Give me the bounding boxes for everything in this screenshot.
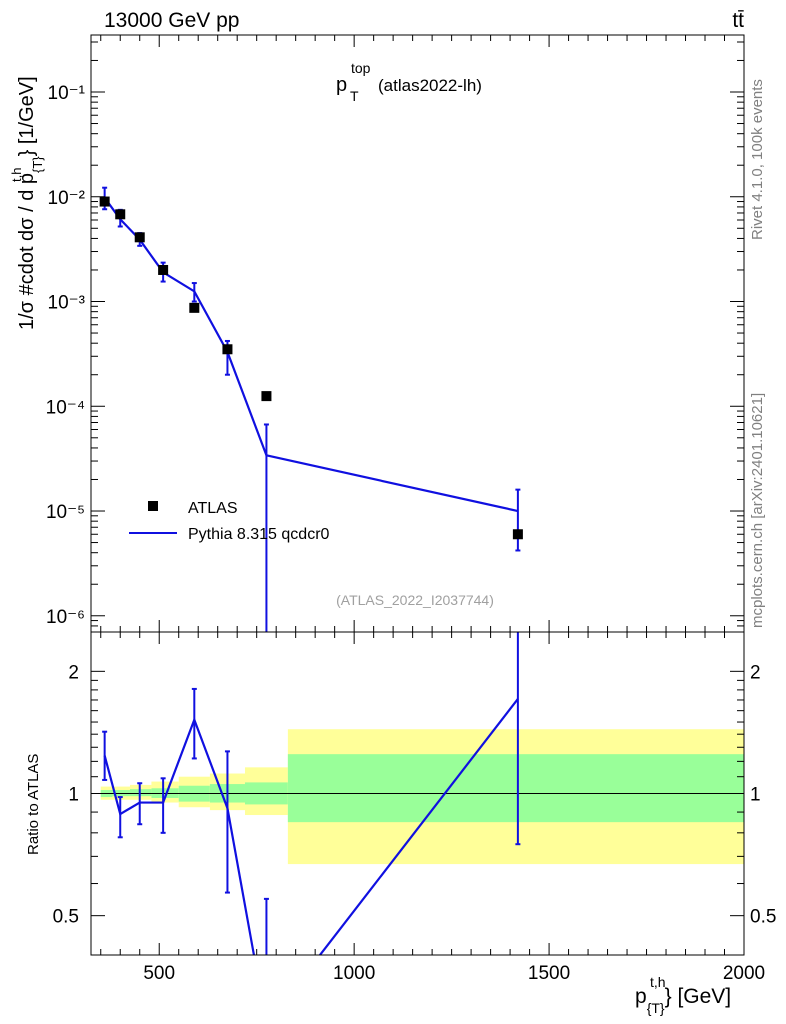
ratio-y-tick-label-right: 2 [750, 662, 761, 683]
x-label-sup: t,h [650, 974, 666, 990]
mc-line [103, 197, 519, 513]
y-label-sub: {T} [30, 156, 45, 173]
y-axis-label-ratio: Ratio to ATLAS [25, 754, 42, 855]
atlas-data-point [222, 344, 233, 355]
y-tick-label: 10⁻⁵ [46, 502, 85, 523]
x-tick-label: 1500 [528, 963, 570, 984]
x-axis-label: p{T}} [GeV] t,h [635, 974, 731, 1016]
x-label-unit: } [GeV] [665, 985, 732, 1008]
ratio-y-tick-label-right: 1 [750, 785, 761, 806]
legend-label-pythia: Pythia 8.315 qcdcr0 [188, 526, 330, 543]
legend: ATLAS Pythia 8.315 qcdcr0 [129, 500, 330, 543]
svg-text:p{T}} [GeV]: p{T}} [GeV] [635, 985, 731, 1016]
plot-title-tag: (atlas2022-lh) [378, 76, 482, 95]
ratio-y-tick-label: 2 [68, 662, 79, 683]
ratio-y-tick-label-right: 0.5 [750, 907, 776, 928]
main-series-layer [99, 186, 523, 632]
y-axis-label-main: 1/σ #cdot dσ / d p{T}} [1/GeV] t,h [9, 76, 45, 330]
plot-title-main: p [336, 74, 347, 96]
svg-text:1/σ #cdot dσ / d p{T}} [1/GeV]: 1/σ #cdot dσ / d p{T}} [1/GeV] [16, 76, 45, 330]
x-label-sub: {T} [647, 1000, 665, 1016]
y-label-sup: t,h [9, 168, 24, 182]
atlas-data-point [261, 391, 272, 402]
y-tick-label: 10⁻⁶ [46, 607, 85, 628]
plot-title-sub: T [350, 88, 359, 104]
atlas-data-point [99, 196, 110, 207]
y-label-text: 1/σ #cdot dσ / d p [16, 173, 38, 330]
x-tick-label: 1000 [333, 963, 375, 984]
ratio-y-tick-label: 1 [68, 785, 79, 806]
atlas-data-point [512, 529, 523, 540]
x-label-text: p [635, 985, 647, 1008]
y-tick-label: 10⁻² [48, 188, 86, 209]
y-tick-label: 10⁻³ [48, 293, 86, 314]
legend-marker-atlas [148, 501, 158, 511]
ratio-band-inner [287, 754, 744, 823]
main-series-group [99, 186, 523, 632]
process-label: tt̄ [732, 9, 744, 32]
atlas-data-point [158, 264, 169, 275]
ratio-uncertainty-bands [100, 729, 744, 865]
axes-layer: 500 1000 1500 2000 10⁻⁶ 10⁻⁵ 10⁻⁴ 10⁻³ 10⁻² 10⁻¹ 0… [46, 34, 776, 984]
x-tick-label: 500 [143, 963, 175, 984]
plot-title-sup: top [351, 60, 371, 76]
y-tick-label: 10⁻¹ [48, 83, 86, 104]
legend-label-atlas: ATLAS [188, 500, 238, 517]
atlas-data-point [134, 232, 145, 243]
side-label-rivet: Rivet 4.1.0, 100k events [749, 79, 766, 240]
analysis-id: (ATLAS_2022_I2037744) [336, 592, 494, 608]
energy-label: 13000 GeV pp [104, 9, 239, 32]
side-label-mcplots: mcplots.cern.ch [arXiv:2401.10621] [749, 393, 766, 628]
y-tick-label: 10⁻⁴ [46, 397, 85, 418]
ratio-mc-line [103, 698, 519, 955]
ratio-panel [91, 632, 744, 955]
plot-title: p top T (atlas2022-lh) [336, 60, 482, 104]
ratio-mc-group [102, 632, 521, 955]
atlas-data-point [115, 209, 126, 220]
ratio-y-tick-label: 0.5 [53, 907, 79, 928]
atlas-data-point [189, 302, 200, 313]
x-tick-label: 2000 [723, 963, 765, 984]
y-label-unit: } [1/GeV] [16, 76, 38, 156]
